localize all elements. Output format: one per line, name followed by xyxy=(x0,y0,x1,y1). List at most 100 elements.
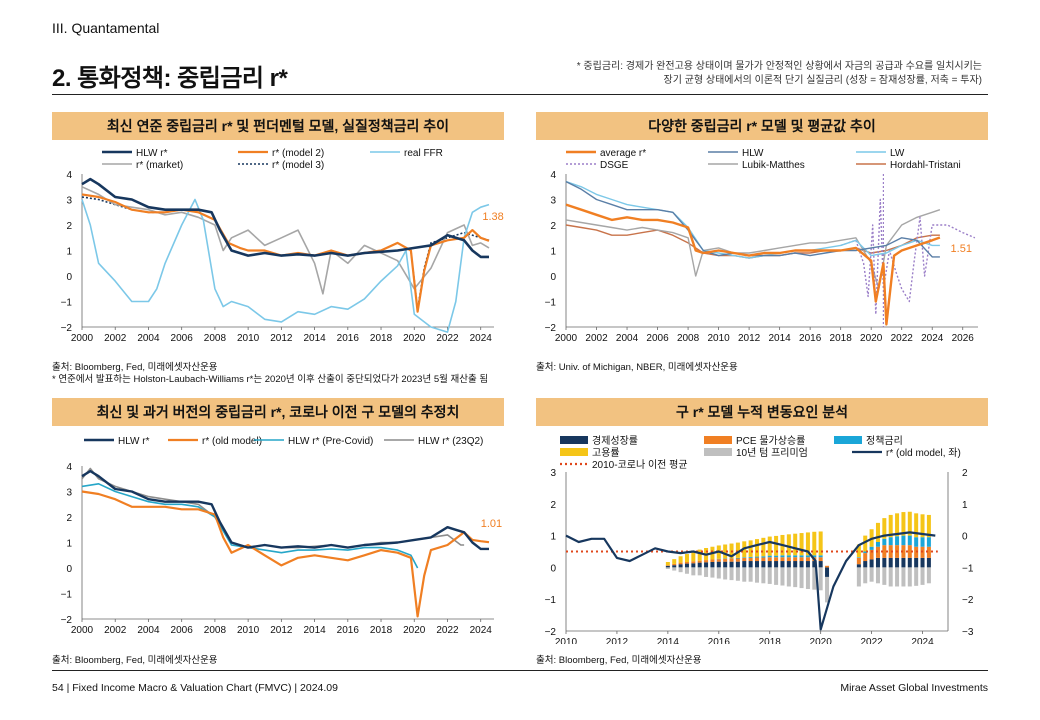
c1-y-tick-label: −1 xyxy=(545,298,557,309)
c1-series-line xyxy=(565,203,941,326)
c3-bar-term xyxy=(780,567,785,586)
c3-bar-pce xyxy=(767,557,772,562)
c3-bar-pce xyxy=(684,561,689,564)
c3-bar-policy xyxy=(805,555,810,558)
c3-bar-growth xyxy=(729,561,734,568)
c3-bar-employment xyxy=(799,533,804,556)
c2-y-tick-label: 2 xyxy=(66,513,72,524)
c1-legend-label: average r* xyxy=(600,148,646,159)
c3-bar-policy xyxy=(856,557,861,558)
c1-x-tick-label: 2008 xyxy=(677,333,700,344)
c3-bar-policy xyxy=(863,551,868,554)
c1-legend-label: Hordahl-Tristani xyxy=(890,160,961,171)
c3-bar-policy xyxy=(742,557,747,558)
c3-bar-employment xyxy=(748,540,753,557)
definition-note-line1: * 중립금리: 경제가 완전고용 상태이며 물가가 안정적인 상황에서 자금의 … xyxy=(576,61,982,72)
c0-x-tick-label: 2022 xyxy=(436,333,459,344)
c3-bar-growth xyxy=(710,561,715,568)
c1-x-tick-label: 2014 xyxy=(769,333,792,344)
c3-y-left-tick-label: 0 xyxy=(550,563,556,574)
c2-legend-label: HLW r* xyxy=(118,436,150,447)
c3-bar-growth xyxy=(875,557,880,568)
c3-bar-employment xyxy=(684,554,689,562)
c2-legend-label: HLW r* (Pre-Covid) xyxy=(288,436,373,447)
c3-bar-employment xyxy=(665,561,670,566)
c3-legend-swatch xyxy=(704,436,732,444)
c3-bar-pce xyxy=(761,557,766,562)
c3-y-left-tick-label: 3 xyxy=(550,468,556,479)
c2-legend-label: r* (old model) xyxy=(202,436,262,447)
c3-bar-term xyxy=(869,567,874,582)
c1-y-tick-label: 2 xyxy=(550,221,556,232)
c3-bar-pce xyxy=(901,545,906,558)
c3-bar-policy xyxy=(888,537,893,546)
c3-bar-term xyxy=(755,567,759,583)
c3-bar-term xyxy=(856,567,861,587)
c3-bar-growth xyxy=(920,557,925,568)
panel3-banner: 최신 및 과거 버전의 중립금리 r*, 코로나 이전 구 모델의 추정치 xyxy=(52,398,504,426)
c3-bar-growth xyxy=(793,561,798,568)
footer-company: Mirae Asset Global Investments xyxy=(840,682,988,694)
c3-bar-growth xyxy=(786,561,791,568)
c3-bar-term xyxy=(805,567,810,590)
c2-x-tick-label: 2022 xyxy=(436,625,459,636)
c2-x-tick-label: 2000 xyxy=(71,625,94,636)
c3-x-tick-label: 2018 xyxy=(759,637,782,644)
c3-y-right-tick-label: 2 xyxy=(962,468,968,479)
c3-legend-label: 고용률 xyxy=(592,447,620,459)
c3-bar-pce xyxy=(704,560,709,563)
c3-bar-term xyxy=(716,567,721,579)
footer-page-info: 54 | Fixed Income Macro & Valuation Char… xyxy=(52,682,338,694)
c3-bar-pce xyxy=(697,560,702,563)
c3-bar-employment xyxy=(761,537,766,557)
c3-bar-growth xyxy=(742,561,747,568)
c3-bar-term xyxy=(786,567,791,587)
c2-y-tick-label: 4 xyxy=(66,462,72,473)
c2-x-tick-label: 2018 xyxy=(370,625,393,636)
c0-y-tick-label: −1 xyxy=(61,298,73,309)
c3-bar-term xyxy=(742,567,747,582)
c0-x-tick-label: 2016 xyxy=(337,333,360,344)
c3-y-left-tick-label: −2 xyxy=(545,627,557,638)
c3-bar-employment xyxy=(805,532,810,556)
c3-bar-employment xyxy=(863,535,868,552)
c3-bar-term xyxy=(901,567,906,587)
chart-fed-rstar: −2 −1 0 1 2 3 4 2000 2002 2004 2006 2008 2010 2012 201… xyxy=(61,148,504,344)
c0-series-line xyxy=(81,177,489,259)
panel1-banner: 최신 연준 중립금리 r* 및 펀더멘털 모델, 실질정책금리 추이 xyxy=(52,112,504,140)
c2-x-tick-label: 2024 xyxy=(470,625,493,636)
c1-y-tick-label: 3 xyxy=(550,196,556,207)
c3-bar-pce xyxy=(729,558,734,562)
c3-bar-policy xyxy=(799,555,804,558)
c3-bar-employment xyxy=(920,514,925,538)
c3-bar-growth xyxy=(723,561,728,568)
c3-bar-policy xyxy=(780,555,785,558)
c3-bar-growth xyxy=(799,561,804,568)
c3-bar-pce xyxy=(869,549,874,560)
c2-value-annotation: 1.01 xyxy=(481,518,502,530)
c3-y-left-tick-label: 2 xyxy=(550,500,556,511)
c1-series-line xyxy=(565,180,940,258)
c0-x-tick-label: 2010 xyxy=(237,333,260,344)
c2-y-tick-label: 3 xyxy=(66,488,72,499)
c0-x-tick-label: 2014 xyxy=(303,333,326,344)
c3-bar-term xyxy=(697,567,702,576)
c2-x-tick-label: 2004 xyxy=(137,625,160,636)
c3-bar-pce xyxy=(856,557,861,565)
c0-y-tick-label: 1 xyxy=(66,247,72,258)
c1-legend-label: HLW xyxy=(742,148,764,159)
c3-bar-policy xyxy=(761,556,766,558)
c3-bar-term xyxy=(672,567,677,571)
c0-series-line xyxy=(81,193,490,313)
c3-bar-policy xyxy=(920,537,925,547)
c3-bar-term xyxy=(678,567,683,573)
c3-bar-term xyxy=(926,567,931,584)
c3-bar-growth xyxy=(901,557,906,568)
c3-bar-policy xyxy=(818,555,823,558)
c3-bar-pce xyxy=(786,557,791,562)
c3-bar-employment xyxy=(812,531,817,556)
definition-note-line2: 장기 균형 상태에서의 이론적 단기 실질금리 (성장 = 잠재성장률, 저축 … xyxy=(663,75,982,86)
c3-bar-employment xyxy=(818,531,823,556)
c3-bar-employment xyxy=(697,549,702,561)
c3-bar-pce xyxy=(755,557,759,562)
